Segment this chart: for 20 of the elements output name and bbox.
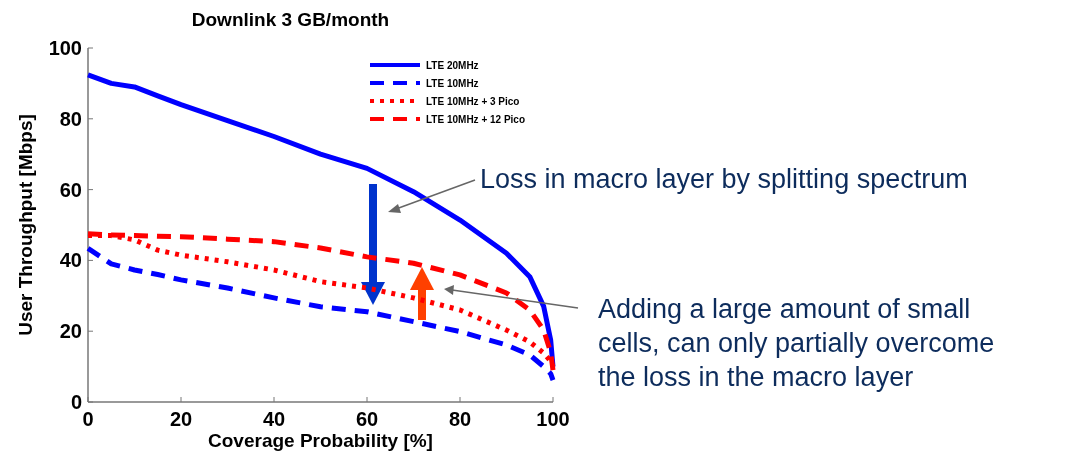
legend-label: LTE 10MHz + 3 Pico — [426, 96, 520, 107]
y-tick-label: 60 — [59, 178, 82, 201]
x-tick-label: 80 — [448, 408, 472, 430]
chart-title: Downlink 3 GB/month — [191, 9, 390, 30]
x-tick-label: 100 — [536, 408, 570, 430]
legend-label: LTE 20MHz — [426, 60, 479, 71]
x-tick-label: 40 — [262, 408, 286, 430]
y-tick-label: 100 — [48, 37, 82, 59]
y-axis-title: User Throughput [Mbps] — [15, 114, 36, 336]
x-axis-title: Coverage Probability [%] — [208, 430, 433, 451]
x-tick-label: 20 — [169, 408, 193, 430]
annotation: Loss in macro layer by splitting spectrum — [480, 164, 968, 194]
y-tick-label: 20 — [59, 320, 82, 343]
legend-label: LTE 10MHz — [426, 78, 479, 89]
y-tick-label: 40 — [59, 249, 82, 272]
y-tick-label: 80 — [59, 107, 82, 130]
text: Adding a large amount of small cells, can only partially overcome the loss in the macro layer — [598, 294, 995, 392]
y-tick-label: 0 — [70, 391, 82, 413]
legend-label: LTE 10MHz + 12 Pico — [426, 114, 526, 125]
x-tick-label: 60 — [355, 408, 379, 430]
